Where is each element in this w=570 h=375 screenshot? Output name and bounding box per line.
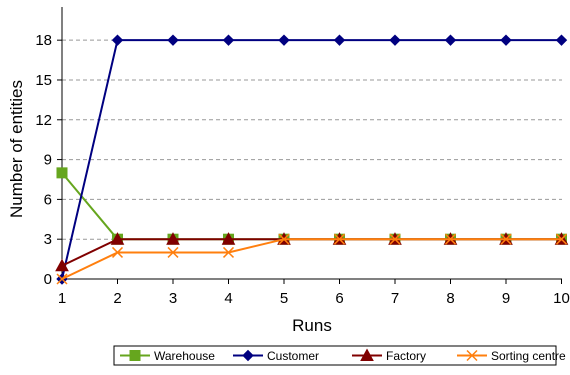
legend-marker bbox=[129, 350, 141, 361]
data-point-sorting-centre bbox=[278, 233, 290, 245]
data-point-sorting-centre bbox=[389, 233, 401, 245]
data-point-sorting-centre bbox=[222, 246, 235, 258]
legend-label: Factory bbox=[386, 349, 426, 363]
legend-marker bbox=[360, 348, 374, 361]
data-point-sorting-centre bbox=[444, 233, 457, 245]
y-tick-label: 12 bbox=[35, 112, 52, 129]
gridlines bbox=[62, 39, 562, 240]
legend-item-factory: Factory bbox=[352, 348, 426, 363]
x-tick-label: 10 bbox=[553, 290, 570, 307]
x-tick-labels: 1 2 3 4 5 6 7 8 9 10 bbox=[58, 290, 570, 307]
series-line-sorting-centre bbox=[61, 238, 562, 280]
data-point-customer bbox=[444, 34, 457, 46]
series-lines bbox=[55, 34, 569, 285]
y-tick-label: 18 bbox=[35, 32, 52, 49]
data-point-factory bbox=[166, 232, 180, 245]
y-tick-label: 0 bbox=[44, 271, 52, 288]
x-marker-stroke bbox=[222, 246, 235, 258]
x-tick-label: 5 bbox=[280, 290, 288, 307]
series-line-warehouse bbox=[61, 172, 562, 241]
x-marker-stroke bbox=[500, 233, 512, 245]
x-tick-label: 9 bbox=[502, 290, 510, 307]
y-axis-label: Number of entities bbox=[7, 80, 26, 218]
data-point-factory bbox=[110, 232, 125, 245]
data-point-customer bbox=[222, 34, 235, 46]
y-tick-labels: 0 3 6 9 12 15 18 bbox=[35, 32, 52, 288]
x-tick-label: 1 bbox=[58, 290, 66, 307]
x-marker-stroke bbox=[111, 246, 124, 258]
y-tick-label: 15 bbox=[35, 72, 52, 89]
data-point-customer bbox=[167, 34, 179, 46]
data-point-sorting-centre bbox=[555, 233, 568, 245]
x-marker-stroke bbox=[167, 246, 179, 258]
x-axis-label: Runs bbox=[292, 316, 332, 335]
x-marker-stroke bbox=[389, 233, 401, 245]
x-marker-stroke bbox=[278, 233, 290, 245]
x-tick-label: 2 bbox=[113, 290, 121, 307]
data-point-sorting-centre bbox=[56, 273, 68, 285]
x-tick-label: 3 bbox=[169, 290, 177, 307]
y-tick-label: 6 bbox=[44, 191, 52, 208]
data-point-customer bbox=[500, 34, 512, 46]
axes bbox=[57, 7, 562, 284]
data-point-customer bbox=[333, 34, 346, 46]
x-tick-label: 8 bbox=[446, 290, 454, 307]
legend-marker bbox=[242, 349, 254, 362]
series-line-customer bbox=[61, 39, 562, 280]
data-point-sorting-centre bbox=[167, 246, 179, 258]
data-point-customer bbox=[389, 34, 401, 46]
series-sorting-centre bbox=[56, 233, 568, 285]
legend-item-customer: Customer bbox=[233, 349, 319, 363]
x-marker-stroke bbox=[444, 233, 457, 245]
data-point-sorting-centre bbox=[500, 233, 512, 245]
data-point-warehouse bbox=[56, 167, 68, 179]
legend: Warehouse Customer Factory Sorting centre bbox=[113, 345, 566, 366]
data-point-customer bbox=[555, 34, 568, 46]
data-point-factory bbox=[221, 232, 236, 245]
x-tick-label: 6 bbox=[335, 290, 343, 307]
legend-label: Sorting centre bbox=[491, 349, 566, 363]
y-tick-label: 3 bbox=[44, 231, 52, 248]
data-point-customer bbox=[278, 34, 290, 46]
legend-item-sorting-centre: Sorting centre bbox=[457, 349, 566, 363]
x-marker-stroke bbox=[466, 349, 478, 362]
x-marker-stroke bbox=[555, 233, 568, 245]
data-point-factory bbox=[55, 258, 69, 272]
legend-item-warehouse: Warehouse bbox=[120, 349, 215, 363]
series-warehouse bbox=[56, 167, 567, 245]
data-point-sorting-centre bbox=[111, 246, 124, 258]
data-point-sorting-centre bbox=[333, 233, 346, 245]
data-point-customer bbox=[111, 34, 124, 46]
x-marker-stroke bbox=[333, 233, 346, 245]
legend-box bbox=[113, 345, 557, 366]
legend-marker bbox=[466, 349, 478, 362]
legend-label: Warehouse bbox=[154, 349, 215, 363]
legend-label: Customer bbox=[267, 349, 319, 363]
x-marker-stroke bbox=[56, 273, 68, 285]
x-tick-label: 4 bbox=[224, 290, 232, 307]
y-tick-label: 9 bbox=[44, 152, 52, 169]
x-tick-label: 7 bbox=[391, 290, 399, 307]
